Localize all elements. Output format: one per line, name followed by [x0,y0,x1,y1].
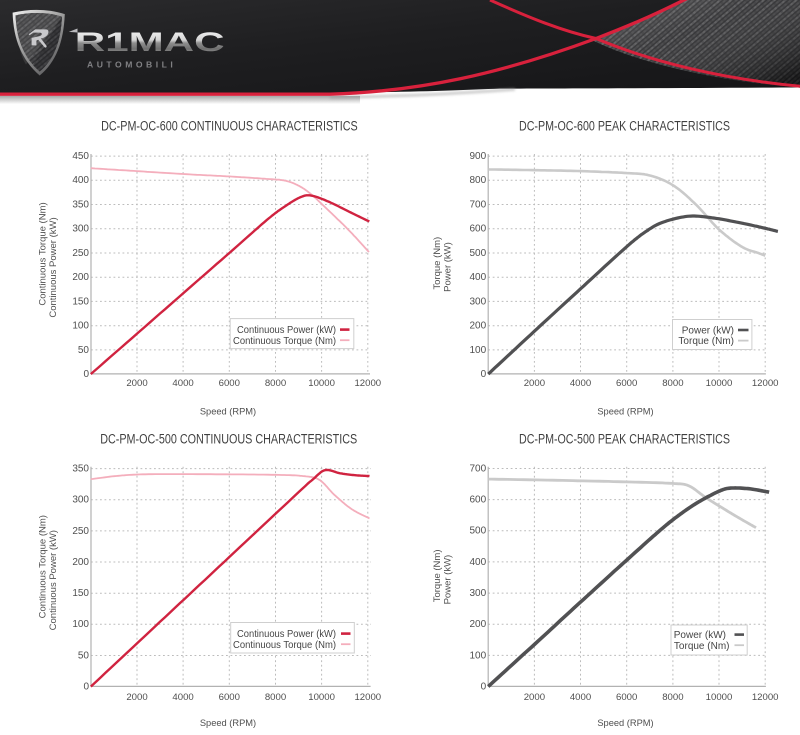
svg-text:Power (kW): Power (kW) [682,326,734,337]
svg-text:10000: 10000 [706,378,733,389]
svg-text:0: 0 [481,681,487,692]
svg-text:Continuous Power (kW): Continuous Power (kW) [48,530,59,630]
svg-text:8000: 8000 [662,378,683,389]
svg-text:900: 900 [470,151,487,162]
svg-text:500: 500 [470,526,487,537]
svg-text:700: 700 [470,199,487,210]
svg-text:250: 250 [72,526,89,537]
svg-text:Continuous Torque (Nm): Continuous Torque (Nm) [38,202,49,305]
svg-text:12000: 12000 [354,692,381,703]
svg-text:12000: 12000 [354,378,381,389]
svg-text:200: 200 [470,321,487,332]
svg-text:200: 200 [72,272,89,283]
svg-text:700: 700 [470,463,487,474]
svg-text:Continuous Power (kW): Continuous Power (kW) [237,629,336,640]
svg-text:6000: 6000 [616,378,637,389]
svg-text:DC-PM-OC-600 PEAK CHARACTERIST: DC-PM-OC-600 PEAK CHARACTERISTICS [519,119,730,134]
svg-text:4000: 4000 [172,378,193,389]
svg-text:400: 400 [72,175,89,186]
svg-text:250: 250 [72,248,89,259]
svg-text:Torque (Nm): Torque (Nm) [432,550,443,603]
svg-text:DC-PM-OC-500 PEAK CHARACTERIST: DC-PM-OC-500 PEAK CHARACTERISTICS [519,431,730,446]
svg-text:350: 350 [72,464,89,475]
svg-text:2000: 2000 [524,692,545,703]
svg-text:4000: 4000 [570,692,591,703]
svg-text:300: 300 [72,224,89,235]
svg-text:300: 300 [470,588,487,599]
svg-text:6000: 6000 [219,692,240,703]
svg-text:150: 150 [72,588,89,599]
svg-text:100: 100 [72,619,89,630]
svg-text:100: 100 [72,321,89,332]
svg-text:Torque (Nm): Torque (Nm) [432,237,443,290]
svg-text:0: 0 [83,369,89,380]
svg-text:800: 800 [470,175,487,186]
svg-text:10000: 10000 [308,692,335,703]
svg-text:600: 600 [470,495,487,506]
svg-text:400: 400 [470,557,487,568]
svg-text:400: 400 [470,272,487,283]
svg-text:200: 200 [72,557,89,568]
svg-text:12000: 12000 [752,692,779,703]
svg-text:6000: 6000 [616,692,637,703]
svg-text:R1MAC: R1MAC [75,28,225,58]
svg-text:100: 100 [470,650,487,661]
svg-text:AUTOMOBILI: AUTOMOBILI [87,60,176,70]
svg-text:6000: 6000 [219,378,240,389]
svg-text:200: 200 [470,619,487,630]
svg-text:0: 0 [481,369,487,380]
svg-text:DC-PM-OC-500 CONTINUOUS CHARAC: DC-PM-OC-500 CONTINUOUS CHARACTERISTICS [100,431,357,446]
svg-text:150: 150 [72,296,89,307]
svg-text:300: 300 [72,495,89,506]
svg-text:Continuous Torque (Nm): Continuous Torque (Nm) [233,640,336,651]
svg-text:Speed (RPM): Speed (RPM) [200,718,256,728]
svg-text:8000: 8000 [265,692,286,703]
svg-text:350: 350 [72,199,89,210]
svg-text:12000: 12000 [752,378,779,389]
svg-text:Torque (Nm): Torque (Nm) [674,641,730,652]
svg-text:50: 50 [78,650,90,661]
svg-text:2000: 2000 [126,692,147,703]
svg-text:2000: 2000 [126,378,147,389]
svg-text:10000: 10000 [706,692,733,703]
svg-text:Speed (RPM): Speed (RPM) [597,718,653,728]
svg-text:450: 450 [72,151,89,162]
svg-text:500: 500 [470,248,487,259]
svg-text:Power (kW): Power (kW) [674,630,726,641]
svg-text:600: 600 [470,224,487,235]
svg-text:Torque (Nm): Torque (Nm) [678,336,734,347]
svg-text:10000: 10000 [308,378,335,389]
svg-text:Continuous Torque (Nm): Continuous Torque (Nm) [233,336,336,347]
svg-text:300: 300 [470,296,487,307]
svg-text:8000: 8000 [662,692,683,703]
svg-text:2000: 2000 [524,378,545,389]
svg-text:100: 100 [470,345,487,356]
svg-text:Power (kW): Power (kW) [443,555,454,605]
svg-text:4000: 4000 [570,378,591,389]
svg-text:Power (kW): Power (kW) [443,242,454,292]
svg-text:0: 0 [83,682,89,693]
svg-text:8000: 8000 [265,378,286,389]
svg-text:50: 50 [78,345,90,356]
svg-text:Continuous Power (kW): Continuous Power (kW) [48,217,59,317]
svg-text:Continuous Torque (Nm): Continuous Torque (Nm) [38,515,49,618]
svg-text:Speed (RPM): Speed (RPM) [200,407,256,417]
svg-text:Continuous Power (kW): Continuous Power (kW) [237,325,336,336]
svg-text:DC-PM-OC-600 CONTINUOUS CHARAC: DC-PM-OC-600 CONTINUOUS CHARACTERISTICS [101,119,358,134]
svg-text:4000: 4000 [172,692,193,703]
svg-text:Speed (RPM): Speed (RPM) [597,407,653,417]
